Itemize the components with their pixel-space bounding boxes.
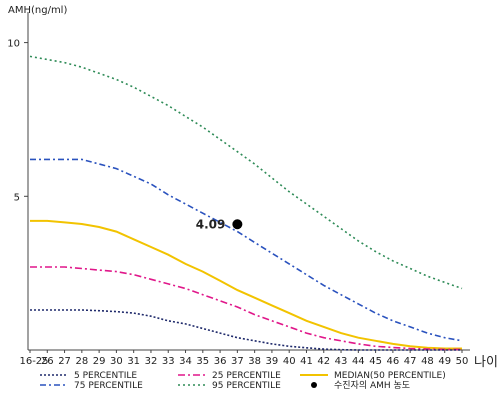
y-axis-ticks: 5 10 — [7, 39, 28, 203]
series-line-25-percentile — [30, 266, 462, 351]
x-tick-label: 36 — [214, 356, 227, 367]
x-tick-label: 34 — [179, 356, 192, 367]
x-tick-label: 42 — [317, 356, 330, 367]
series-line-75-percentile — [30, 158, 463, 342]
x-tick-label: 27 — [58, 356, 71, 367]
legend-label: 5 PERCENTILE — [74, 371, 137, 381]
legend-label: 95 PERCENTILE — [212, 381, 281, 391]
x-tick-label: 28 — [75, 356, 88, 367]
legend-swatch-point — [311, 382, 317, 388]
legend: 5 PERCENTILE 25 PERCENTILE MEDIAN(50 PERCE… — [40, 371, 446, 391]
legend-item: 25 PERCENTILE — [178, 371, 281, 381]
x-tick-label: 38 — [248, 356, 261, 367]
x-tick-label: 29 — [93, 356, 106, 367]
legend-item: 5 PERCENTILE — [40, 371, 137, 381]
patient-point: 4.09 — [196, 217, 243, 231]
x-tick-label: 39 — [266, 356, 279, 367]
x-tick-label: 46 — [387, 356, 400, 367]
legend-label: 수진자의 AMH 농도 — [334, 380, 410, 391]
legend-item: 75 PERCENTILE — [40, 381, 143, 391]
y-axis-label: AMH(ng/ml) — [8, 5, 67, 16]
x-tick-label: 43 — [335, 356, 348, 367]
x-tick-label: 49 — [438, 356, 451, 367]
y-tick-label: 5 — [14, 192, 20, 203]
x-tick-label: 26 — [41, 356, 54, 367]
x-tick-label: 50 — [456, 356, 469, 367]
series-line-median-50-percentile — [30, 219, 462, 350]
legend-label: 25 PERCENTILE — [212, 371, 281, 381]
x-tick-label: 48 — [421, 356, 434, 367]
x-tick-label: 32 — [145, 356, 158, 367]
x-tick-label: 35 — [196, 356, 209, 367]
x-tick-label: 45 — [369, 356, 382, 367]
patient-amh-value-label: 4.09 — [196, 217, 226, 231]
legend-label: MEDIAN(50 PERCENTILE) — [334, 371, 446, 381]
legend-item: MEDIAN(50 PERCENTILE) — [300, 371, 446, 381]
x-tick-label: 16-25 — [19, 356, 48, 367]
x-tick-label: 47 — [404, 356, 417, 367]
series-line-95-percentile — [29, 55, 463, 290]
legend-item: 95 PERCENTILE — [178, 381, 281, 391]
series-line-5-percentile — [30, 309, 462, 351]
y-tick-label: 10 — [7, 39, 20, 50]
x-tick-label: 40 — [283, 356, 296, 367]
x-tick-label: 44 — [352, 356, 365, 367]
series-lines — [29, 55, 463, 351]
axes — [27, 12, 470, 351]
x-tick-label: 41 — [300, 356, 313, 367]
x-tick-label: 37 — [231, 356, 244, 367]
x-tick-label: 33 — [162, 356, 175, 367]
patient-amh-point — [232, 219, 243, 230]
legend-item: 수진자의 AMH 농도 — [311, 380, 410, 391]
x-tick-label: 30 — [110, 356, 123, 367]
x-tick-label: 31 — [127, 356, 140, 367]
x-axis-label: 나이 — [474, 355, 498, 370]
legend-label: 75 PERCENTILE — [74, 381, 143, 391]
